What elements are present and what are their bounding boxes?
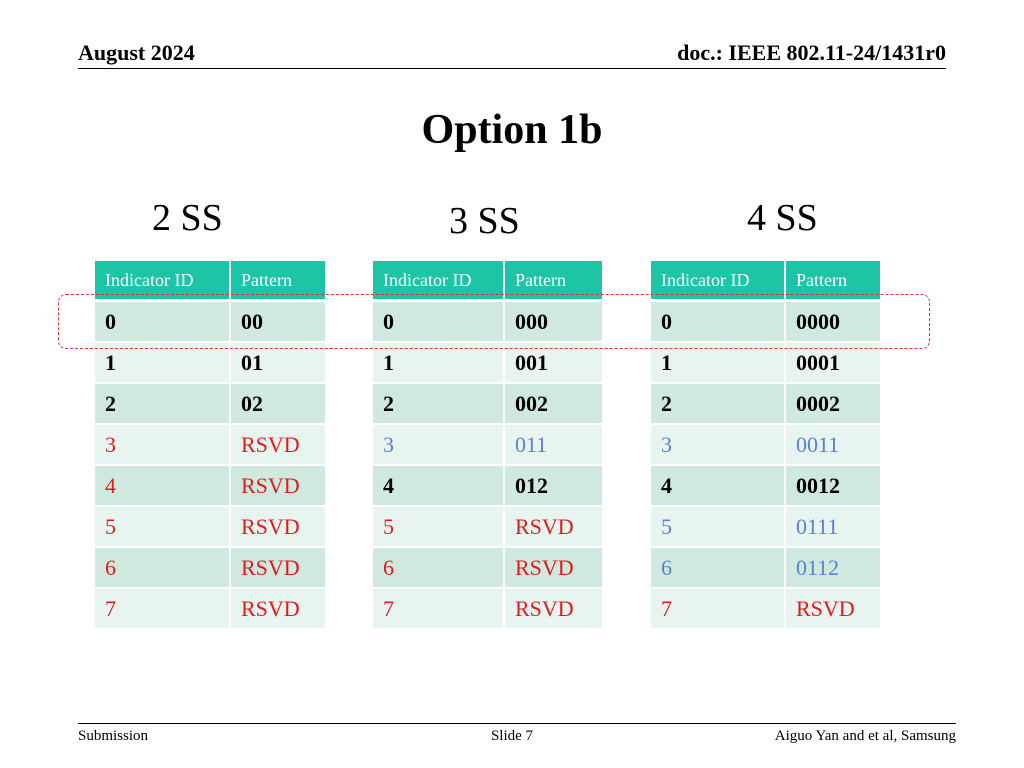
table-row: 6 RSVD <box>95 548 325 589</box>
cell-indicator-id: 3 <box>373 425 505 466</box>
cell-pattern: 0001 <box>786 343 880 384</box>
header-indicator-id: Indicator ID <box>651 261 786 302</box>
cell-indicator-id: 6 <box>651 548 786 589</box>
cell-indicator-id: 5 <box>373 507 505 548</box>
table-row: 3 0011 <box>651 425 880 466</box>
cell-pattern: RSVD <box>505 507 602 548</box>
cell-pattern: 01 <box>231 343 325 384</box>
cell-pattern: 000 <box>505 302 602 343</box>
table-row: 4 0012 <box>651 466 880 507</box>
cell-pattern: 0000 <box>786 302 880 343</box>
table-row: 0 00 <box>95 302 325 343</box>
cell-pattern: 0012 <box>786 466 880 507</box>
cell-indicator-id: 0 <box>651 302 786 343</box>
table-row: 6 0112 <box>651 548 880 589</box>
cell-pattern: RSVD <box>231 589 325 628</box>
cell-indicator-id: 3 <box>651 425 786 466</box>
cell-indicator-id: 1 <box>373 343 505 384</box>
cell-indicator-id: 2 <box>651 384 786 425</box>
cell-indicator-id: 6 <box>95 548 231 589</box>
table-2ss: Indicator ID Pattern 0 00 1 01 2 02 3 RSVD 4 RSVD… <box>95 261 325 628</box>
table-row: 5 RSVD <box>373 507 602 548</box>
cell-pattern: 011 <box>505 425 602 466</box>
cell-indicator-id: 2 <box>95 384 231 425</box>
table-row: 7 RSVD <box>95 589 325 628</box>
cell-pattern: 00 <box>231 302 325 343</box>
footer-authors: Aiguo Yan and et al, Samsung <box>774 728 956 744</box>
cell-indicator-id: 1 <box>95 343 231 384</box>
footer-divider <box>78 723 956 724</box>
footer-submission: Submission <box>78 728 149 744</box>
cell-indicator-id: 2 <box>373 384 505 425</box>
header-pattern: Pattern <box>505 261 602 302</box>
cell-indicator-id: 0 <box>95 302 231 343</box>
table-row: 2 02 <box>95 384 325 425</box>
table-row: 1 001 <box>373 343 602 384</box>
header-pattern: Pattern <box>786 261 880 302</box>
label-4ss: 4 SS <box>747 197 818 239</box>
highlight-row-0-box <box>58 294 930 349</box>
cell-pattern: 012 <box>505 466 602 507</box>
table-row: 0 0000 <box>651 302 880 343</box>
label-3ss: 3 SS <box>449 200 520 242</box>
table-row: 7 RSVD <box>651 589 880 628</box>
cell-indicator-id: 7 <box>373 589 505 628</box>
cell-pattern: RSVD <box>505 589 602 628</box>
cell-indicator-id: 6 <box>373 548 505 589</box>
table-row: 0 000 <box>373 302 602 343</box>
cell-pattern: RSVD <box>505 548 602 589</box>
header-pattern: Pattern <box>231 261 325 302</box>
cell-indicator-id: 7 <box>651 589 786 628</box>
table-row: 1 0001 <box>651 343 880 384</box>
table-row: 1 01 <box>95 343 325 384</box>
cell-pattern: 02 <box>231 384 325 425</box>
cell-pattern: RSVD <box>786 589 880 628</box>
slide-title: Option 1b <box>421 107 603 153</box>
cell-indicator-id: 5 <box>651 507 786 548</box>
table-row: 2 0002 <box>651 384 880 425</box>
cell-pattern: 0011 <box>786 425 880 466</box>
footer-slide-number: Slide 7 <box>490 728 534 744</box>
header-divider <box>78 68 946 69</box>
table-row: 7 RSVD <box>373 589 602 628</box>
cell-pattern: RSVD <box>231 507 325 548</box>
header-indicator-id: Indicator ID <box>95 261 231 302</box>
table-row: 3 011 <box>373 425 602 466</box>
table-row: 5 RSVD <box>95 507 325 548</box>
label-2ss: 2 SS <box>152 197 223 239</box>
table-4ss: Indicator ID Pattern 0 0000 1 0001 2 0002 3 001… <box>651 261 880 628</box>
table-row: 4 012 <box>373 466 602 507</box>
cell-pattern: 001 <box>505 343 602 384</box>
header-indicator-id: Indicator ID <box>373 261 505 302</box>
cell-indicator-id: 7 <box>95 589 231 628</box>
table-row: 5 0111 <box>651 507 880 548</box>
cell-pattern: RSVD <box>231 466 325 507</box>
header-doc-number: doc.: IEEE 802.11-24/1431r0 <box>677 40 946 65</box>
cell-pattern: 0111 <box>786 507 880 548</box>
cell-indicator-id: 4 <box>373 466 505 507</box>
table-row: 4 RSVD <box>95 466 325 507</box>
table-row: 3 RSVD <box>95 425 325 466</box>
cell-indicator-id: 3 <box>95 425 231 466</box>
cell-pattern: RSVD <box>231 425 325 466</box>
cell-indicator-id: 4 <box>95 466 231 507</box>
cell-pattern: RSVD <box>231 548 325 589</box>
table-row: 2 002 <box>373 384 602 425</box>
cell-pattern: 002 <box>505 384 602 425</box>
table-3ss: Indicator ID Pattern 0 000 1 001 2 002 3 011 4 01… <box>373 261 602 628</box>
header-date: August 2024 <box>78 40 195 65</box>
cell-indicator-id: 1 <box>651 343 786 384</box>
cell-pattern: 0112 <box>786 548 880 589</box>
cell-pattern: 0002 <box>786 384 880 425</box>
table-row: 6 RSVD <box>373 548 602 589</box>
cell-indicator-id: 4 <box>651 466 786 507</box>
cell-indicator-id: 5 <box>95 507 231 548</box>
cell-indicator-id: 0 <box>373 302 505 343</box>
